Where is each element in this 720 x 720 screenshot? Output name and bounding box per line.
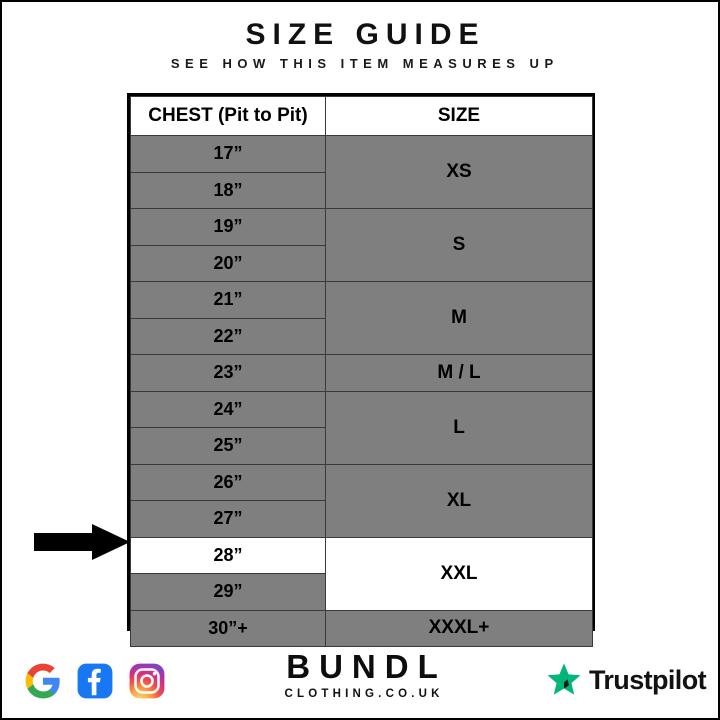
table-body: 17” XS 18” 19” S 20” 21” M 22” 23” M / L 24” L 25” 26”… (130, 135, 593, 647)
size-cell: L (325, 390, 593, 465)
chest-cell: 22” (130, 317, 326, 355)
size-cell: XXXL+ (325, 609, 593, 647)
size-cell: XXL (325, 536, 593, 611)
chest-cell: 20” (130, 244, 326, 282)
trustpilot-logo[interactable]: Trustpilot (546, 662, 707, 698)
brand-name: BUNDL (286, 648, 447, 685)
chest-cell: 26” (130, 463, 326, 501)
table-row: 17” XS (130, 135, 593, 209)
chest-cell: 18” (130, 171, 326, 209)
chest-cell: 27” (130, 500, 326, 538)
table-row: 19” S (130, 208, 593, 282)
google-icon[interactable] (24, 662, 62, 700)
size-cell: XS (325, 135, 593, 209)
page-subtitle: SEE HOW THIS ITEM MEASURES UP (170, 56, 559, 71)
chest-cell: 25” (130, 427, 326, 465)
table-row: 21” M (130, 281, 593, 355)
page-title: SIZE GUIDE (245, 18, 486, 51)
brand-logo: BUNDL CLOTHING.CO.UK (2, 648, 718, 700)
chest-cell: 24” (130, 390, 326, 428)
size-chart: CHEST (Pit to Pit) SIZE 17” XS 18” 19” S 20” 2… (127, 93, 595, 647)
social-links (24, 662, 166, 700)
instagram-icon[interactable] (128, 662, 166, 700)
column-header-size: SIZE (325, 96, 593, 136)
size-cell: XL (325, 463, 593, 538)
chest-cell: 19” (130, 208, 326, 246)
facebook-icon[interactable] (76, 662, 114, 700)
chest-cell: 28” (130, 536, 326, 574)
table-header-row: CHEST (Pit to Pit) SIZE (130, 96, 593, 136)
table-row: 23” M / L (130, 354, 593, 392)
table-row: 29” (130, 573, 593, 611)
table-row: 18” (130, 171, 593, 209)
chest-cell: 21” (130, 281, 326, 319)
table-row: 26” XL (130, 463, 593, 538)
brand-domain: CLOTHING.CO.UK (284, 687, 444, 700)
highlight-arrow-icon (34, 524, 130, 560)
size-table: CHEST (Pit to Pit) SIZE 17” XS 18” 19” S 20” 2… (130, 96, 593, 647)
trustpilot-wordmark: Trustpilot (589, 664, 707, 695)
table-row: 24” L (130, 390, 593, 465)
chest-cell: 30”+ (130, 609, 326, 647)
size-cell: M (325, 281, 593, 355)
table-row: 28” XXL (130, 536, 593, 611)
footer: BUNDL CLOTHING.CO.UK Trustpilot (2, 638, 718, 718)
table-row: 20” (130, 244, 593, 282)
column-header-chest: CHEST (Pit to Pit) (130, 96, 326, 136)
chest-cell: 23” (130, 354, 326, 392)
size-cell: S (325, 208, 593, 282)
trustpilot-star-icon (547, 663, 581, 695)
table-row: 25” (130, 427, 593, 465)
table-row: 27” (130, 500, 593, 538)
table-row: 30”+ XXXL+ (130, 609, 593, 647)
chest-cell: 17” (130, 135, 326, 173)
table-header: CHEST (Pit to Pit) SIZE (130, 96, 593, 136)
chest-cell: 29” (130, 573, 326, 611)
size-cell: M / L (325, 354, 593, 392)
